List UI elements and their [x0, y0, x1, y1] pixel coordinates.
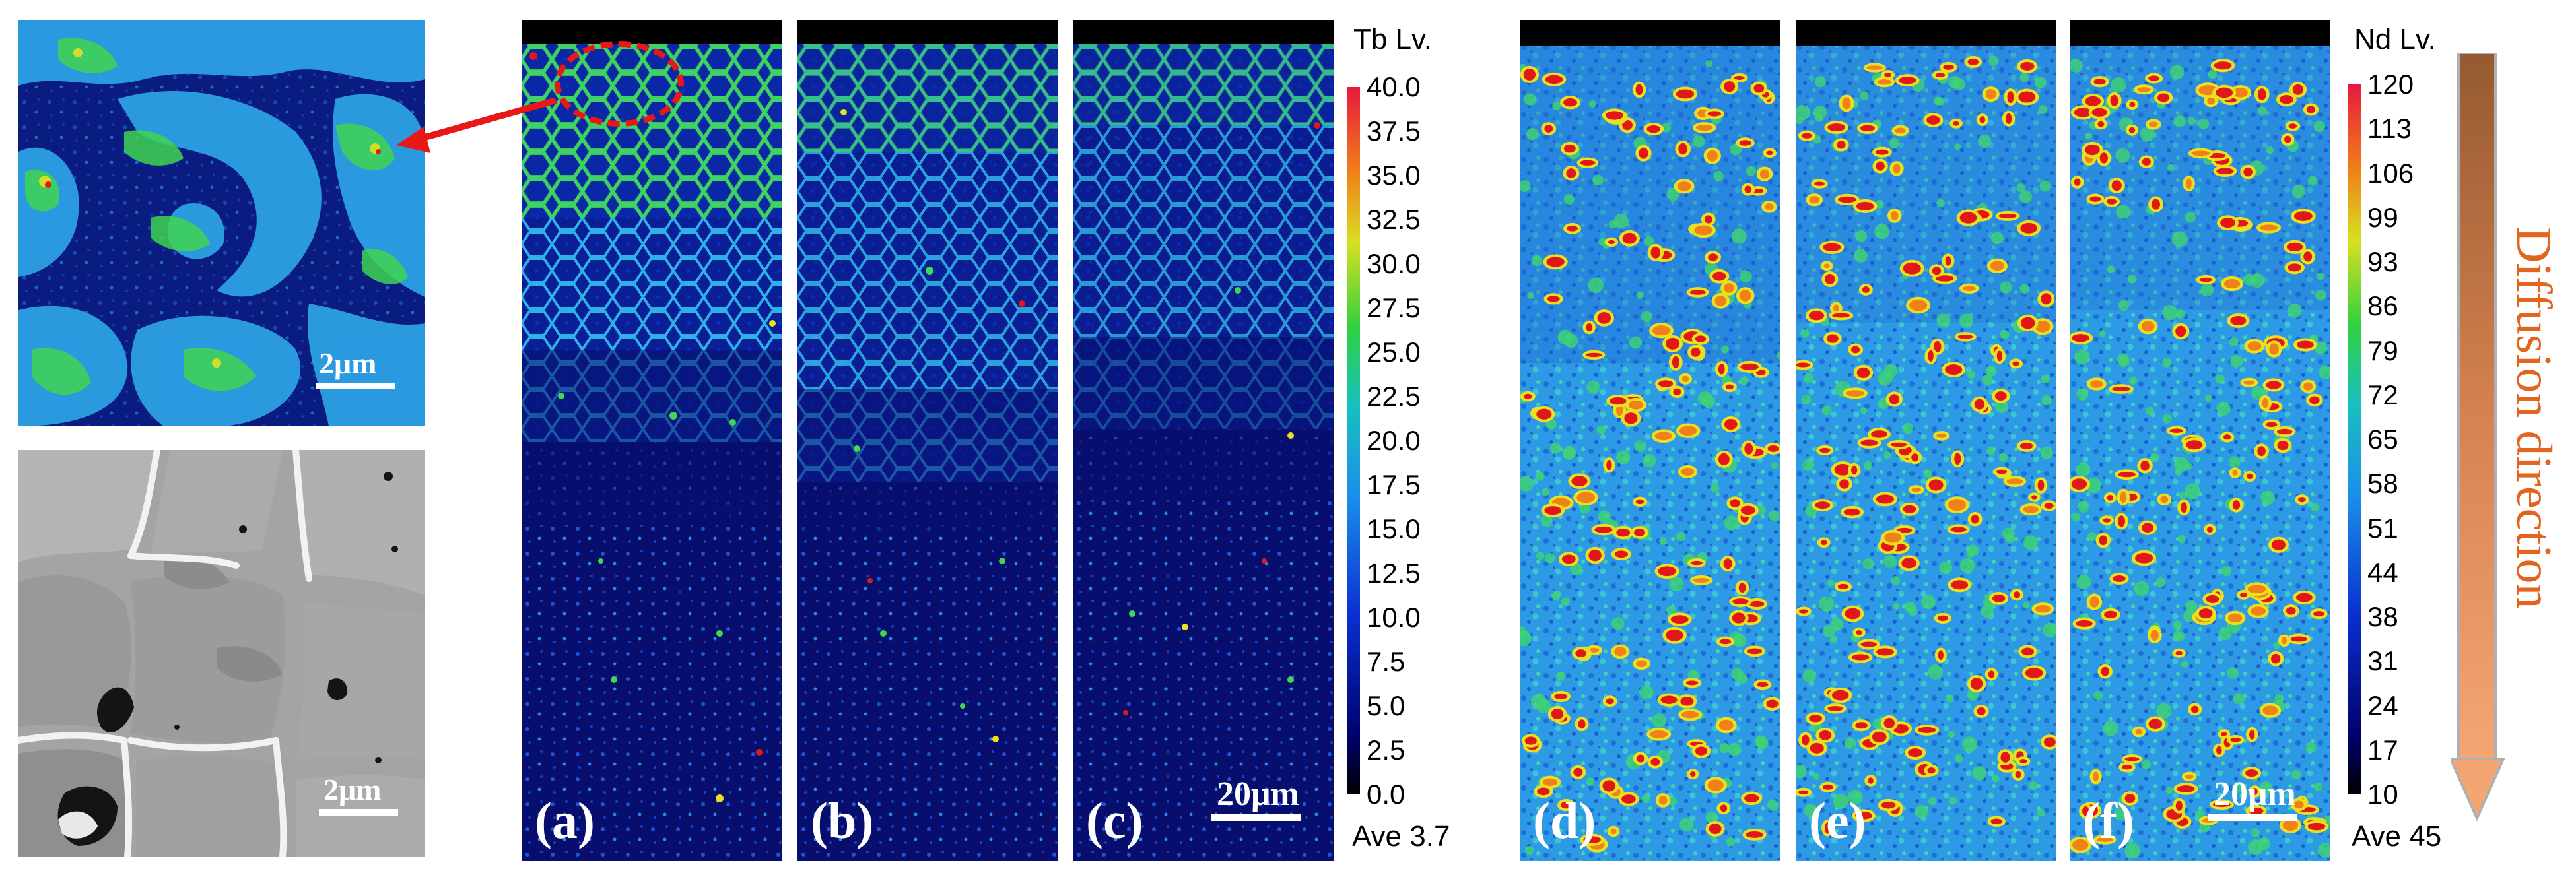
- nd-map-f: (f) 20μm: [2070, 20, 2330, 861]
- tb-colorbar-tick-label: 7.5: [1367, 646, 1406, 677]
- nd-colorbar-tick-label: 113: [2367, 113, 2412, 145]
- panel-label-f: (f): [2083, 792, 2134, 849]
- tb-inset-map: 2μm: [18, 20, 425, 426]
- nd-colorbar-tick-label: 86: [2367, 290, 2398, 322]
- nd-map-d: (d): [1520, 20, 1780, 861]
- tb-colorbar-tick-label: 15.0: [1367, 513, 1421, 544]
- nd-colorbar-tick-label: 58: [2367, 468, 2398, 500]
- highlight-ellipse: [555, 41, 684, 127]
- nd-colorbar-tick-label: 17: [2367, 734, 2398, 765]
- tb-colorbar-average: Ave 3.7: [1352, 820, 1450, 853]
- nd-colorbar-tick-label: 120: [2367, 69, 2414, 100]
- tb-colorbar-tick-label: 40.0: [1367, 71, 1421, 102]
- tb-colorbar-tick-label: 30.0: [1367, 248, 1421, 279]
- nd-map-e: (e): [1796, 20, 2056, 861]
- tb-colorbar-tick-label: 32.5: [1367, 204, 1421, 235]
- tb-maps-scale-label: 20μm: [1217, 775, 1299, 813]
- tb-map-b: (b): [797, 20, 1058, 861]
- nd-colorbar-tick-label: 51: [2367, 512, 2398, 544]
- nd-colorbar-title: Nd Lv.: [2354, 23, 2436, 55]
- tb-colorbar-title: Tb Lv.: [1353, 23, 1433, 55]
- tb-colorbar-tick-label: 37.5: [1367, 115, 1421, 146]
- tb-colorbar-tick-label: 27.5: [1367, 292, 1421, 323]
- tb-colorbar-tick-label: 35.0: [1367, 160, 1421, 191]
- diffusion-direction-label: Diffusion direction: [2506, 226, 2561, 609]
- tb-inset-scale-label: 2μm: [319, 346, 377, 380]
- nd-colorbar-tick-label: 72: [2367, 379, 2398, 410]
- tb-colorbar-tick-label: 2.5: [1367, 734, 1406, 765]
- nd-maps-scale-label: 20μm: [2214, 775, 2296, 813]
- tb-inset-scale-bar: [316, 383, 395, 389]
- panel-label-e: (e): [1809, 792, 1866, 849]
- tb-colorbar-tick-label: 10.0: [1367, 602, 1421, 633]
- nd-colorbar-tick-label: 106: [2367, 157, 2414, 189]
- nd-colorbar: [2348, 84, 2361, 794]
- nd-colorbar-tick-label: 24: [2367, 690, 2398, 721]
- nd-colorbar-tick-label: 44: [2367, 556, 2398, 588]
- nd-maps-scale-bar: [2208, 814, 2297, 821]
- tb-map-c: (c) 20μm: [1073, 20, 1334, 861]
- panel-label-d: (d): [1533, 792, 1596, 849]
- nd-colorbar-tick-label: 38: [2367, 601, 2398, 632]
- tb-colorbar-tick-label: 22.5: [1367, 381, 1421, 412]
- panel-label-c: (c): [1086, 792, 1143, 849]
- nd-colorbar-tick-label: 79: [2367, 335, 2398, 366]
- nd-colorbar-tick-label: 10: [2367, 779, 2398, 810]
- nd-colorbar-average: Ave 45: [2352, 820, 2442, 853]
- tb-colorbar-tick-label: 25.0: [1367, 337, 1421, 368]
- pointer-arrow: [396, 97, 557, 153]
- bse-inset-scale-label: 2μm: [323, 773, 382, 806]
- tb-colorbar-tick-label: 12.5: [1367, 558, 1421, 589]
- tb-colorbar: [1347, 87, 1360, 794]
- nd-colorbar-tick-label: 31: [2367, 645, 2398, 677]
- nd-colorbar-tick-label: 65: [2367, 424, 2398, 455]
- bse-inset-scale-bar: [319, 809, 398, 816]
- diffusion-arrow: [2451, 53, 2506, 822]
- panel-label-b: (b): [811, 792, 874, 849]
- nd-colorbar-tick-label: 99: [2367, 201, 2398, 233]
- tb-colorbar-tick-label: 0.0: [1367, 779, 1406, 810]
- bse-inset-image: 2μm: [18, 450, 425, 857]
- tb-colorbar-tick-label: 20.0: [1367, 425, 1421, 456]
- tb-colorbar-tick-label: 5.0: [1367, 690, 1406, 721]
- nd-colorbar-tick-label: 93: [2367, 246, 2398, 277]
- panel-label-a: (a): [535, 792, 595, 849]
- tb-colorbar-tick-label: 17.5: [1367, 469, 1421, 500]
- tb-maps-scale-bar: [1211, 814, 1301, 821]
